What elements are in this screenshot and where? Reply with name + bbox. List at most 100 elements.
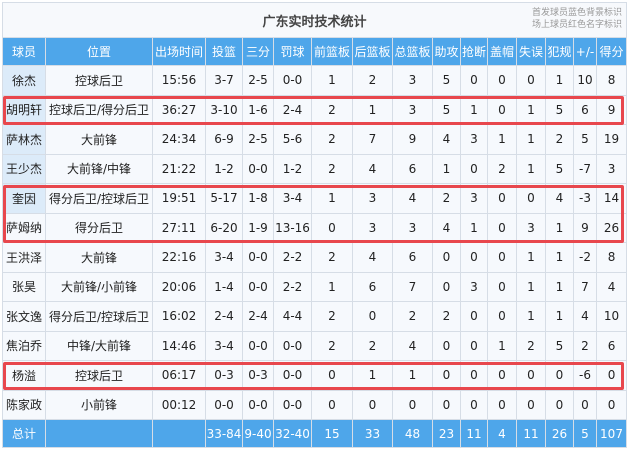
- player-name: 萨姆纳: [2, 212, 46, 243]
- player-name: 奎因: [2, 183, 46, 214]
- stat-cell: 0: [595, 360, 628, 391]
- stat-cell: 5: [573, 124, 597, 155]
- stat-cell: -2: [573, 242, 597, 273]
- column-header[interactable]: 罚球: [273, 37, 312, 66]
- stat-cell: -7: [573, 153, 597, 184]
- stat-cell: 0: [487, 242, 517, 273]
- player-position: 大前锋/小前锋: [45, 271, 153, 302]
- stat-cell: 0: [487, 94, 517, 125]
- player-row: 王洪泽 大前锋 22:16 3-4 0-0 2-2 2 4 6 0 0 0 1 1 -2 8: [2, 242, 628, 273]
- stat-cell: 5: [545, 330, 574, 361]
- column-header[interactable]: 位置: [45, 37, 153, 66]
- stat-cell: 1: [352, 94, 393, 125]
- stat-cell: 0: [460, 330, 488, 361]
- stat-cell: 0-0: [273, 65, 312, 96]
- stat-cell: 16:02: [152, 301, 206, 332]
- stat-cell: 6: [573, 94, 597, 125]
- stat-cell: 5: [432, 94, 461, 125]
- column-header[interactable]: 总篮板: [392, 37, 433, 66]
- stat-cell: 1: [392, 360, 433, 391]
- stat-cell: 0: [487, 212, 517, 243]
- stat-cell: 0-0: [242, 242, 274, 273]
- column-header[interactable]: 出场时间: [152, 37, 206, 66]
- stat-cell: 3: [460, 124, 488, 155]
- player-row: 杨溢 控球后卫 06:17 0-3 0-3 0-0 0 1 1 0 0 0 0 0 -6 0: [2, 360, 628, 391]
- stat-cell: 8: [595, 242, 628, 273]
- column-header[interactable]: 抢断: [460, 37, 488, 66]
- stat-cell: 2: [352, 65, 393, 96]
- table-title-cell: 广东实时技术统计 首发球员蓝色背景标识 场上球员红色名字标识: [1, 2, 628, 38]
- stat-cell: 9: [573, 212, 597, 243]
- stat-cell: 06:17: [152, 360, 206, 391]
- player-name: 陈家政: [2, 389, 46, 420]
- stat-cell: 21:22: [152, 153, 206, 184]
- stat-cell: 0: [311, 212, 353, 243]
- column-header[interactable]: 犯规: [545, 37, 574, 66]
- player-position: 得分后卫: [45, 212, 153, 243]
- stat-cell: 1: [311, 271, 353, 302]
- player-position: 控球后卫: [45, 65, 153, 96]
- total-cell: 33: [352, 419, 393, 448]
- stat-cell: 1: [516, 153, 546, 184]
- column-header[interactable]: 前篮板: [311, 37, 353, 66]
- column-header[interactable]: 三分: [242, 37, 274, 66]
- total-cell: 9-40: [242, 419, 274, 448]
- column-header[interactable]: 后篮板: [352, 37, 393, 66]
- column-header[interactable]: 失误: [516, 37, 546, 66]
- stat-cell: 2: [487, 153, 517, 184]
- column-header[interactable]: 盖帽: [487, 37, 517, 66]
- stat-cell: 4-4: [273, 301, 312, 332]
- stat-cell: 0: [516, 360, 546, 391]
- stat-cell: 1-4: [205, 271, 243, 302]
- player-name: 徐杰: [2, 65, 46, 96]
- stat-cell: 0: [516, 183, 546, 214]
- stat-cell: 6: [595, 330, 628, 361]
- legend-note: 首发球员蓝色背景标识 场上球员红色名字标识: [532, 7, 622, 31]
- stat-cell: 1: [460, 94, 488, 125]
- stat-cell: 1: [311, 65, 353, 96]
- stat-cell: 0: [352, 301, 393, 332]
- column-header[interactable]: 球员: [2, 37, 46, 66]
- player-name: 胡明轩: [2, 94, 46, 125]
- stat-cell: 10: [573, 65, 597, 96]
- stat-cell: 1: [516, 271, 546, 302]
- player-position: 中锋/大前锋: [45, 330, 153, 361]
- stat-cell: 5: [545, 153, 574, 184]
- stat-cell: 0-0: [273, 389, 312, 420]
- total-cell: 26: [545, 419, 574, 448]
- total-cell: 23: [432, 419, 461, 448]
- total-row: 总计 33-84 9-40 32-40 15 33 48 23 11 4 11 26 5 107: [2, 419, 628, 448]
- stat-cell: 3: [392, 94, 433, 125]
- stat-cell: 4: [352, 242, 393, 273]
- column-header[interactable]: 得分: [595, 37, 628, 66]
- player-position: 得分后卫/控球后卫: [45, 183, 153, 214]
- note-on-court: 场上球员红色名字标识: [532, 20, 623, 30]
- stat-cell: 0: [460, 301, 488, 332]
- stat-cell: 0-0: [242, 153, 274, 184]
- player-name: 萨林杰: [2, 124, 46, 155]
- stat-cell: 1: [432, 153, 461, 184]
- player-row: 徐杰 控球后卫 15:56 3-7 2-5 0-0 1 2 3 5 0 0 0 1 10 8: [2, 65, 628, 96]
- stat-cell: 4: [352, 153, 393, 184]
- stat-cell: 3: [352, 183, 393, 214]
- stat-cell: 7: [352, 124, 393, 155]
- column-header[interactable]: 助攻: [432, 37, 461, 66]
- column-header[interactable]: +/-: [573, 37, 597, 66]
- stat-cell: 0-0: [273, 360, 312, 391]
- stat-cell: 0: [595, 389, 628, 420]
- stat-cell: 0: [432, 271, 461, 302]
- box-score-table: 广东实时技术统计 首发球员蓝色背景标识 场上球员红色名字标识 球员 位置 出场时间 投篮…: [1, 2, 628, 448]
- stat-cell: 3: [392, 212, 433, 243]
- stat-cell: 0: [573, 389, 597, 420]
- stat-cell: 0: [432, 242, 461, 273]
- stat-cell: 10: [595, 301, 628, 332]
- stat-cell: 0-0: [242, 271, 274, 302]
- player-position: 控球后卫/得分后卫: [45, 94, 153, 125]
- stat-cell: 7: [392, 271, 433, 302]
- stat-cell: 2: [545, 124, 574, 155]
- stat-cell: 1: [516, 242, 546, 273]
- column-header[interactable]: 投篮: [205, 37, 243, 66]
- player-row: 王少杰 大前锋/中锋 21:22 1-2 0-0 1-2 2 4 6 1 0 2 1 5 -7 3: [2, 153, 628, 184]
- stat-cell: 1: [352, 360, 393, 391]
- stat-cell: 1: [516, 301, 546, 332]
